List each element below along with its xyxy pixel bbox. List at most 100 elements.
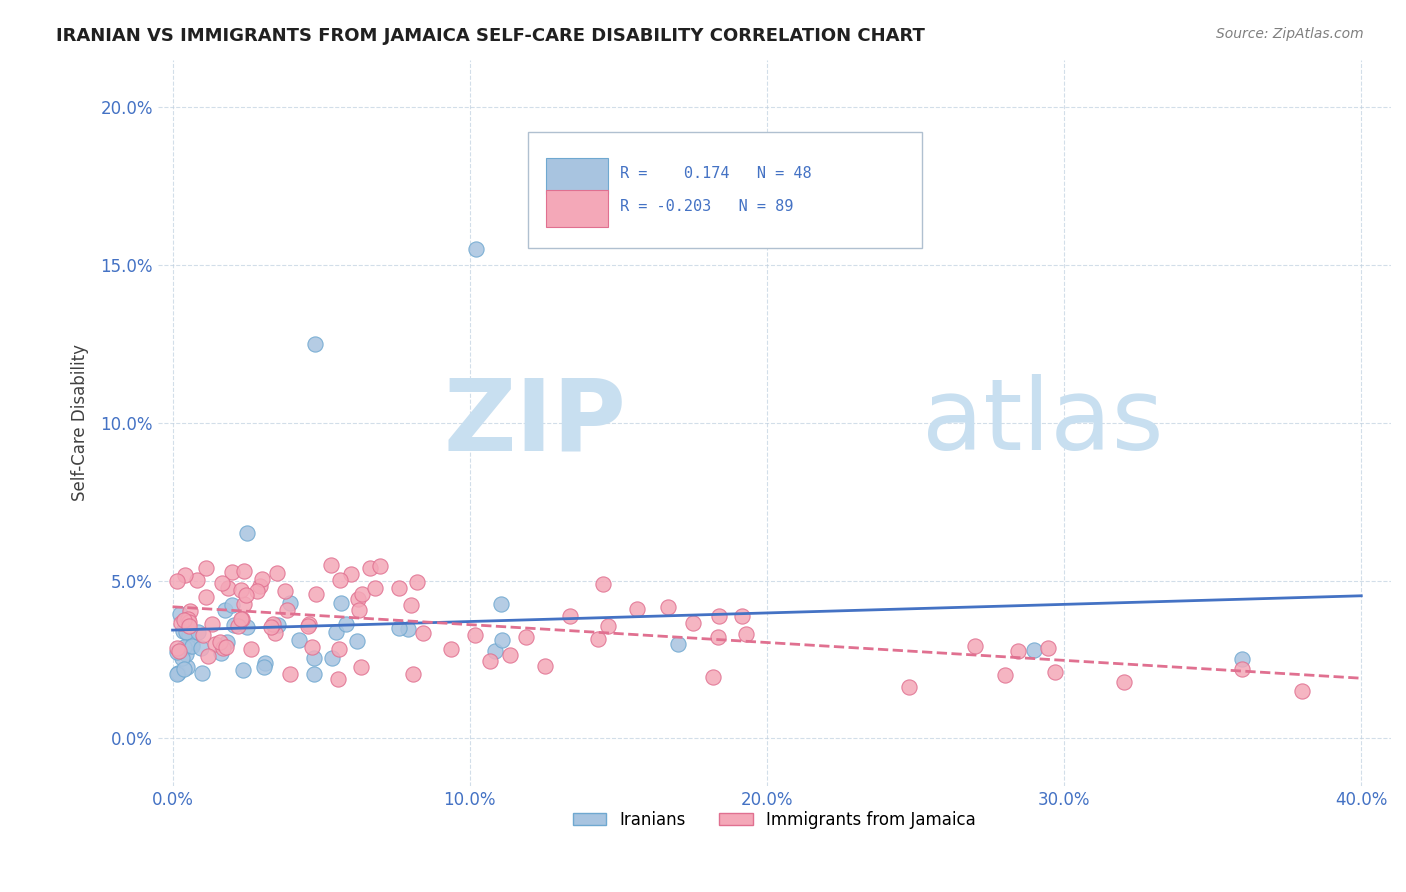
Point	[586, 632, 609, 646]
Text: R =    0.174   N = 48: R = 0.174 N = 48	[620, 166, 811, 181]
Point	[190, 641, 212, 656]
Point	[177, 628, 200, 642]
Point	[897, 681, 920, 695]
Point	[166, 666, 188, 681]
Point	[191, 628, 214, 642]
Point	[1038, 640, 1060, 655]
Point	[174, 648, 197, 662]
Point	[1112, 674, 1135, 689]
Point	[231, 612, 253, 626]
Point	[169, 607, 191, 621]
Point	[166, 666, 188, 681]
Point	[347, 591, 370, 606]
Point	[489, 597, 512, 611]
Point	[302, 667, 325, 681]
Point	[352, 587, 374, 601]
Point	[177, 615, 200, 629]
Point	[329, 596, 352, 610]
Point	[267, 618, 290, 632]
Point	[191, 666, 214, 681]
Point	[319, 558, 342, 573]
Point	[226, 619, 249, 633]
Point	[215, 640, 238, 654]
Point	[326, 673, 349, 687]
Point	[266, 566, 288, 580]
Point	[412, 625, 434, 640]
Point	[177, 640, 200, 654]
Point	[239, 642, 262, 657]
Point	[176, 625, 198, 640]
Point	[558, 609, 581, 624]
Point	[173, 613, 195, 627]
Point	[278, 667, 301, 681]
Point	[276, 603, 298, 617]
Point	[209, 646, 232, 660]
Point	[217, 581, 239, 595]
Point	[274, 583, 297, 598]
Point	[533, 658, 555, 673]
Point	[204, 637, 226, 651]
Point	[399, 598, 422, 612]
Point	[197, 649, 219, 664]
Point	[707, 609, 730, 624]
Point	[666, 637, 689, 651]
Point	[626, 602, 648, 616]
Point	[232, 598, 254, 612]
Point	[177, 612, 200, 626]
Point	[321, 651, 343, 665]
Point	[166, 645, 188, 659]
Point	[172, 624, 194, 639]
Point	[179, 619, 201, 633]
Point	[965, 639, 987, 653]
Point	[214, 603, 236, 617]
Point	[236, 619, 259, 633]
Point	[325, 625, 347, 640]
Point	[657, 600, 679, 615]
Point	[592, 576, 614, 591]
Point	[596, 619, 619, 633]
Point	[262, 617, 284, 632]
Point	[440, 641, 463, 656]
Point	[304, 336, 326, 351]
Point	[186, 573, 208, 587]
Point	[194, 590, 217, 604]
Point	[167, 644, 190, 658]
Point	[1043, 665, 1066, 679]
Point	[388, 581, 411, 595]
Point	[1291, 684, 1313, 698]
Point	[173, 662, 195, 676]
Point	[401, 667, 423, 681]
Point	[731, 608, 754, 623]
Point	[1232, 662, 1254, 676]
Point	[179, 604, 201, 618]
Text: atlas: atlas	[922, 374, 1164, 471]
Point	[328, 642, 350, 657]
Point	[253, 656, 276, 670]
Point	[735, 627, 758, 641]
Point	[170, 615, 193, 630]
Point	[479, 654, 502, 668]
Point	[398, 623, 420, 637]
Text: IRANIAN VS IMMIGRANTS FROM JAMAICA SELF-CARE DISABILITY CORRELATION CHART: IRANIAN VS IMMIGRANTS FROM JAMAICA SELF-…	[56, 27, 925, 45]
Legend: Iranians, Immigrants from Jamaica: Iranians, Immigrants from Jamaica	[567, 805, 983, 836]
Point	[231, 583, 253, 598]
Point	[994, 668, 1017, 682]
Point	[368, 558, 391, 573]
FancyBboxPatch shape	[546, 190, 607, 227]
Point	[305, 587, 328, 601]
Point	[236, 526, 259, 541]
Point	[491, 633, 513, 648]
Point	[166, 641, 188, 656]
Point	[249, 579, 271, 593]
Point	[166, 574, 188, 589]
Point	[346, 633, 368, 648]
Point	[208, 634, 231, 648]
Point	[229, 612, 252, 626]
Point	[232, 663, 254, 677]
Point	[335, 616, 357, 631]
Point	[1024, 643, 1046, 657]
Point	[499, 648, 522, 662]
Point	[221, 598, 243, 612]
Point	[297, 619, 319, 633]
Text: Source: ZipAtlas.com: Source: ZipAtlas.com	[1216, 27, 1364, 41]
